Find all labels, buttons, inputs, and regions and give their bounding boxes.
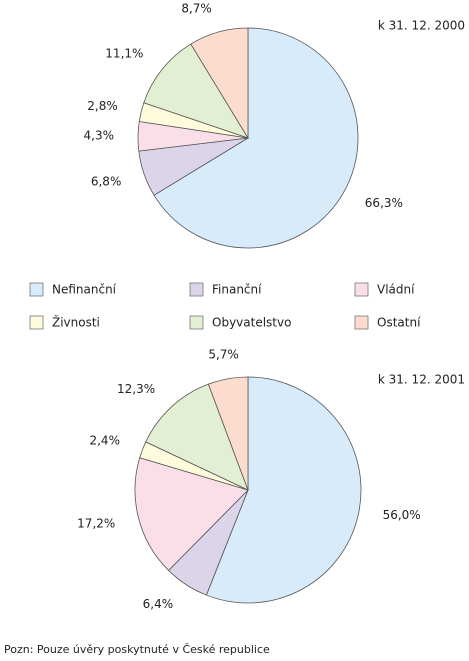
data-label: 6,8% [91,174,122,188]
legend-label: Živnosti [52,315,100,330]
legend-label: Obyvatelstvo [212,316,291,330]
pie-slice [205,376,362,604]
data-label: 4,3% [84,128,115,142]
legend-swatch [354,315,369,330]
data-label: 17,2% [77,517,115,531]
chart-title: k 31. 12. 2001 [378,373,465,387]
data-label: 6,4% [143,597,174,611]
data-label: 2,8% [87,99,118,113]
legend-swatch [29,315,44,330]
legend-label: Finanční [212,283,262,297]
data-label: 2,4% [89,434,120,448]
legend-swatch [189,282,204,297]
data-label: 56,0% [383,508,421,522]
legend-swatch [29,282,44,297]
data-label: 12,3% [117,382,155,396]
note: Pozn: Pouze úvěry poskytnuté v České rep… [4,643,270,656]
legend-label: Vládní [377,283,415,297]
pie-slice [134,457,249,571]
legend-swatch [354,282,369,297]
pie-slice [143,43,249,139]
legend-swatch [189,315,204,330]
data-label: 5,7% [208,348,239,362]
legend-label: Ostatní [377,316,421,330]
data-label: 66,3% [365,196,403,210]
data-label: 8,7% [181,1,212,15]
pie-slice [145,383,249,491]
chart-title: k 31. 12. 2000 [378,19,465,33]
pie-slice [153,27,359,249]
pie-slice [207,376,249,491]
legend-label: Nefinanční [52,283,117,297]
data-label: 11,1% [105,47,143,61]
pie-slice [190,27,249,140]
